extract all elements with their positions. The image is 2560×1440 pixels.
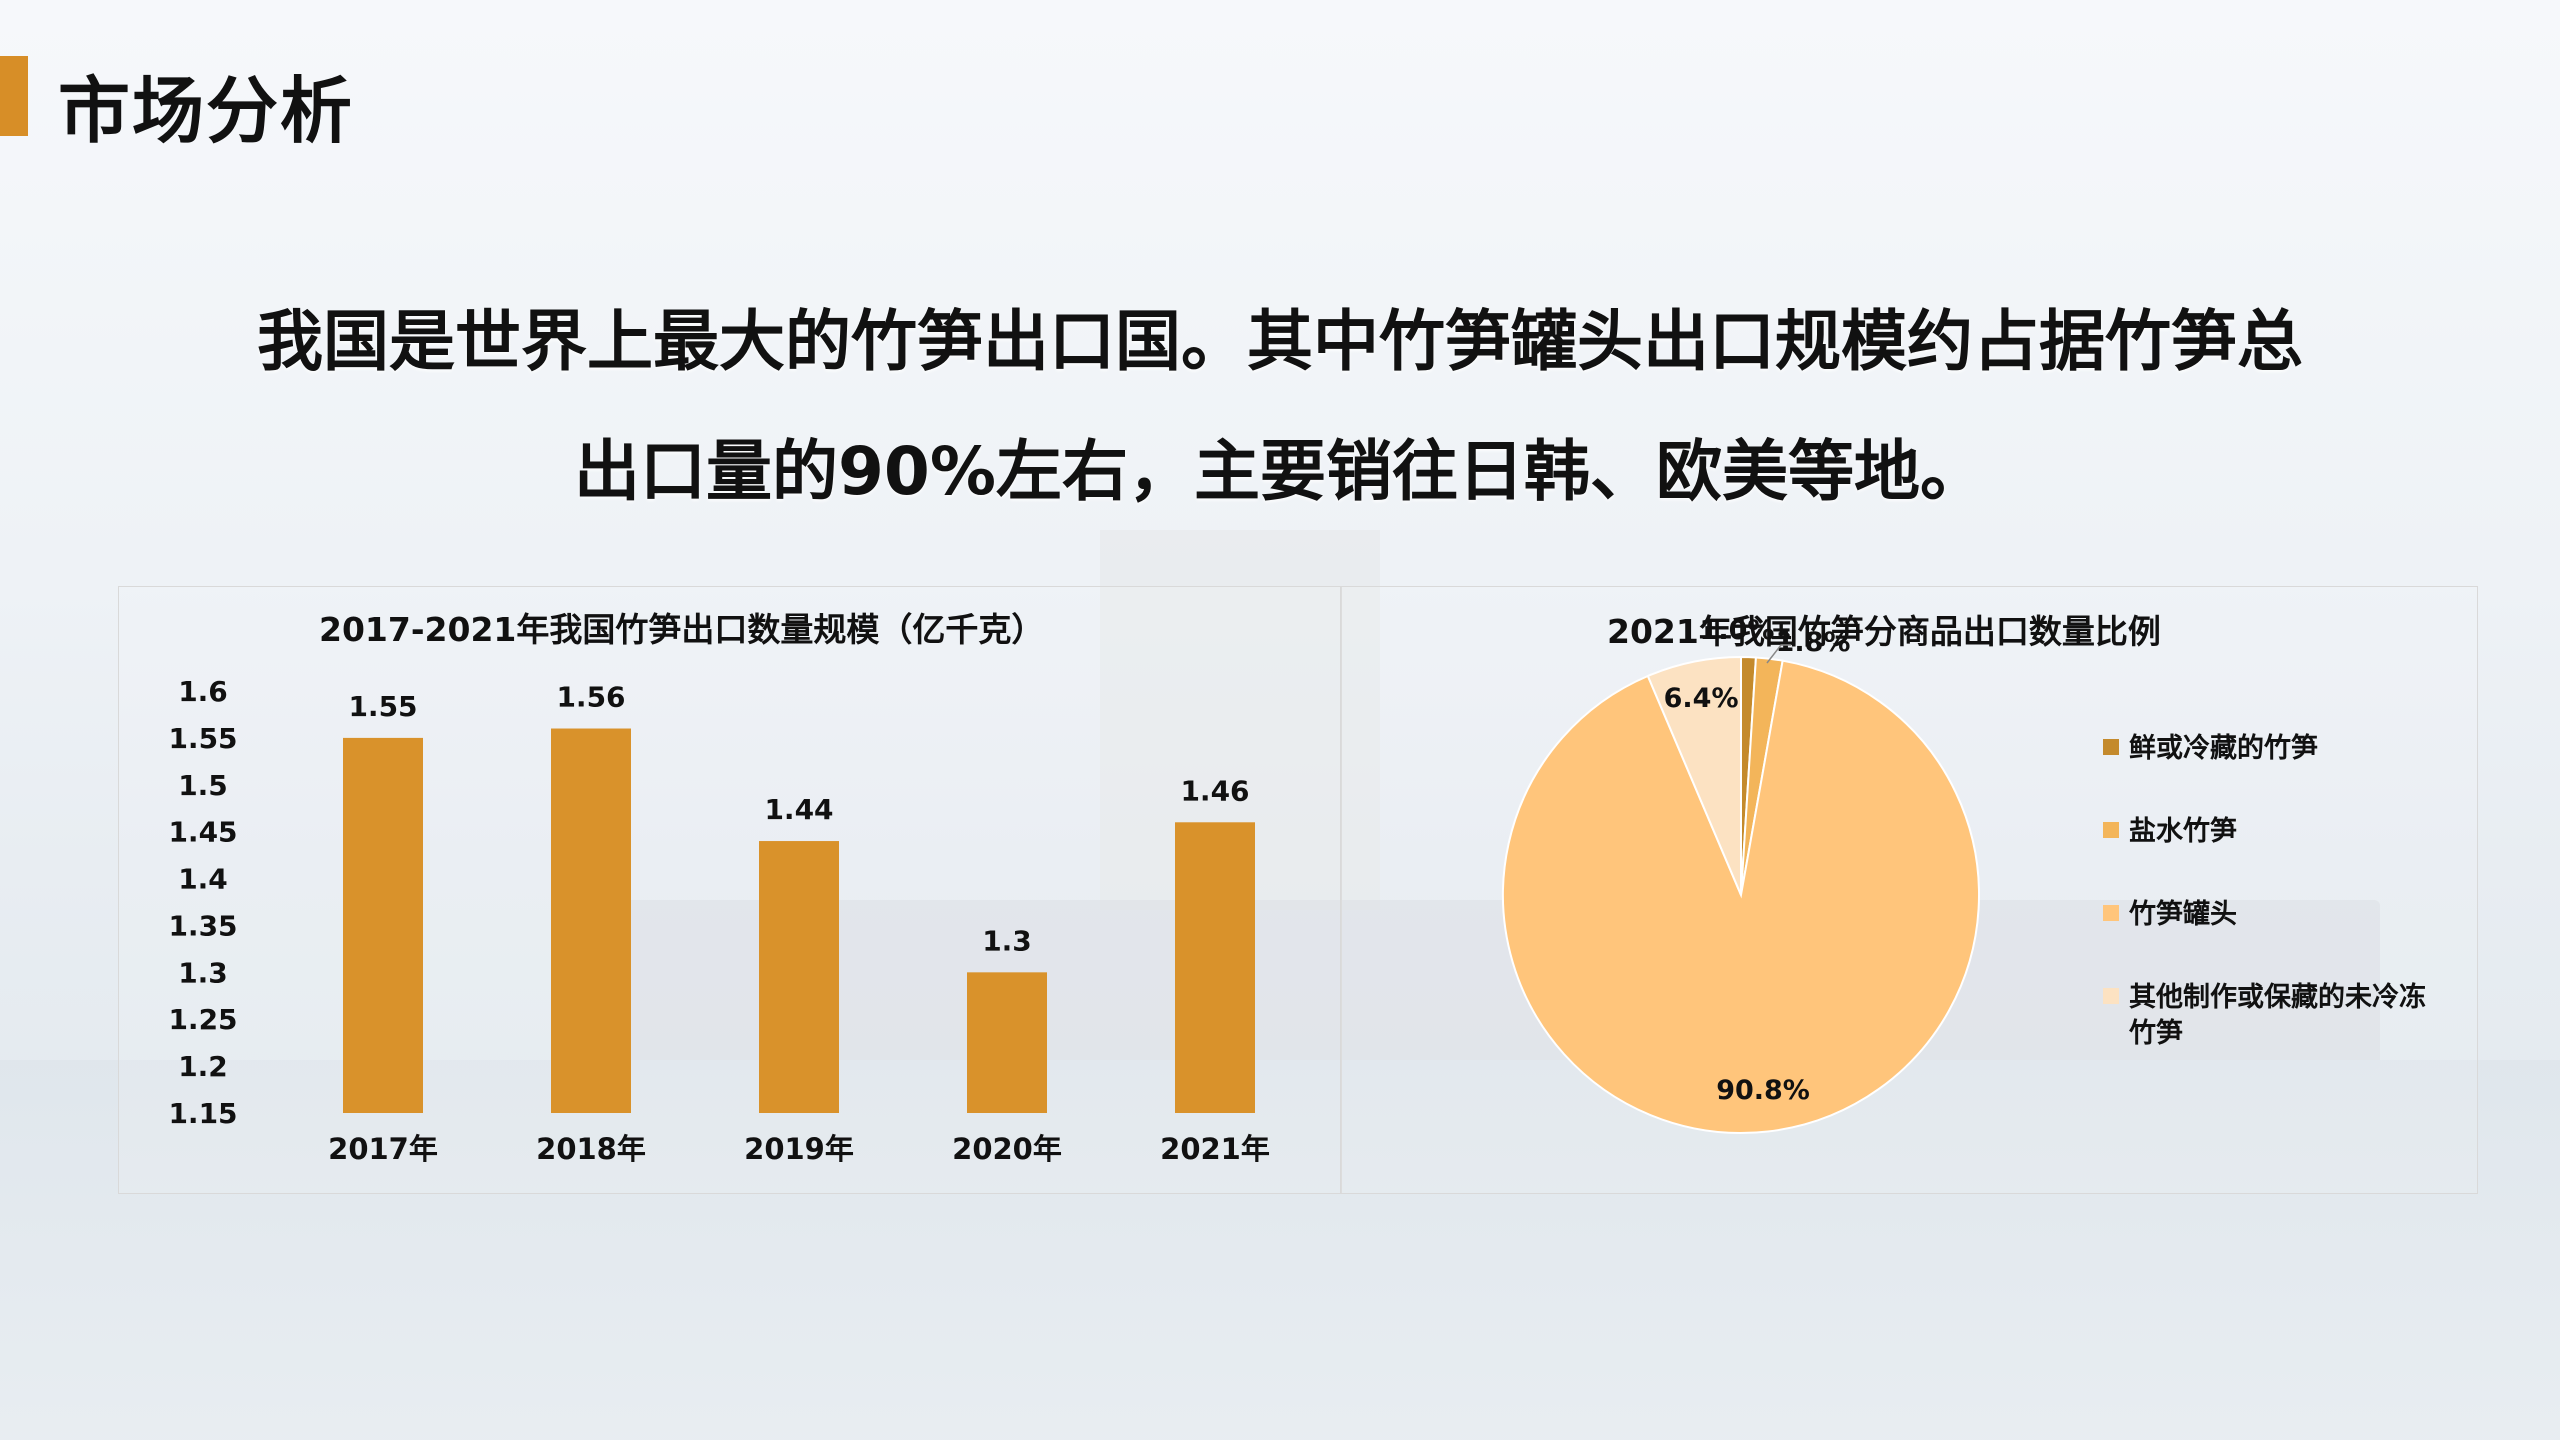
legend-label: 竹笋罐头 <box>2128 898 2237 930</box>
legend-swatch <box>2103 822 2119 838</box>
legend-label: 竹笋 <box>2128 1017 2183 1049</box>
y-tick-label: 1.45 <box>168 816 237 849</box>
pie-chart-title: 2021年我国竹笋分商品出口数量比例 <box>1607 612 2161 651</box>
bar-value-label: 1.3 <box>982 924 1032 957</box>
bar <box>343 737 423 1113</box>
legend-label: 盐水竹笋 <box>2129 815 2237 847</box>
legend-swatch <box>2103 905 2119 921</box>
y-tick-label: 1.6 <box>178 675 228 708</box>
pie-chart-panel: 2021年我国竹笋分商品出口数量比例 1.0% 1.8% 90.8% 6.4% 鲜或冷藏… <box>1340 586 2478 1194</box>
lead-text-line-2: 出口量的90%左右，主要销往日韩、欧美等地。 <box>574 433 1986 510</box>
background-water <box>0 1060 2560 1440</box>
bar-value-label: 1.55 <box>348 690 417 723</box>
background-ship-hull <box>560 900 2380 1070</box>
page-title: 市场分析 <box>58 69 355 153</box>
bar <box>1175 822 1255 1113</box>
lead-text-line-1: 我国是世界上最大的竹笋出口国。其中竹笋罐头出口规模约占据竹笋总 <box>257 303 2303 380</box>
x-category-label: 2019年 <box>744 1132 854 1166</box>
pie-slice <box>1502 659 1980 1134</box>
y-tick-label: 1.55 <box>168 722 237 755</box>
legend-swatch <box>2103 739 2119 755</box>
y-tick-label: 1.15 <box>168 1097 237 1130</box>
bar <box>967 972 1047 1113</box>
bar <box>551 728 631 1113</box>
legend-swatch <box>2103 988 2119 1004</box>
x-category-label: 2021年 <box>1160 1132 1270 1166</box>
leader-line <box>1766 644 1791 664</box>
bar-value-label: 1.46 <box>1180 774 1249 807</box>
bar-value-label: 1.44 <box>764 793 833 826</box>
x-category-label: 2017年 <box>328 1132 438 1166</box>
x-category-label: 2018年 <box>536 1132 646 1166</box>
pie-slice-label: 6.4% <box>1664 683 1739 714</box>
bar-chart: 1.6 1.55 1.5 1.45 1.4 1.35 1.3 1.25 1.2 1.15 1.55 2… <box>168 675 1270 1166</box>
title-accent-bar <box>0 56 28 136</box>
y-tick-label: 1.5 <box>178 769 228 802</box>
y-tick-label: 1.3 <box>178 956 228 989</box>
bar <box>759 841 839 1113</box>
legend-label: 其他制作或保藏的未冷冻 <box>2129 981 2426 1013</box>
pie-slice <box>1646 655 1742 896</box>
bar-value-label: 1.56 <box>556 681 625 714</box>
pie-chart: 1.0% 1.8% 90.8% 6.4% 鲜或冷藏的竹笋盐水竹笋竹笋罐头其他制作或保藏的… <box>1502 615 2426 1134</box>
pie-slice-label: 1.0% <box>1700 615 1775 646</box>
bar-chart-panel: 2017-2021年我国竹笋出口数量规模（亿千克） 1.6 1.55 1.5 1.45… <box>118 586 1342 1194</box>
pie-slice-label: 90.8% <box>1716 1075 1810 1106</box>
x-category-label: 2020年 <box>952 1132 1062 1166</box>
y-tick-label: 1.35 <box>168 909 237 942</box>
y-tick-label: 1.2 <box>178 1050 228 1083</box>
y-tick-label: 1.4 <box>178 863 228 896</box>
bar-chart-title: 2017-2021年我国竹笋出口数量规模（亿千克） <box>319 610 1045 649</box>
pie-slice-label: 1.8% <box>1776 627 1851 658</box>
legend-label: 鲜或冷藏的竹笋 <box>2129 732 2318 764</box>
y-tick-label: 1.25 <box>168 1003 237 1036</box>
